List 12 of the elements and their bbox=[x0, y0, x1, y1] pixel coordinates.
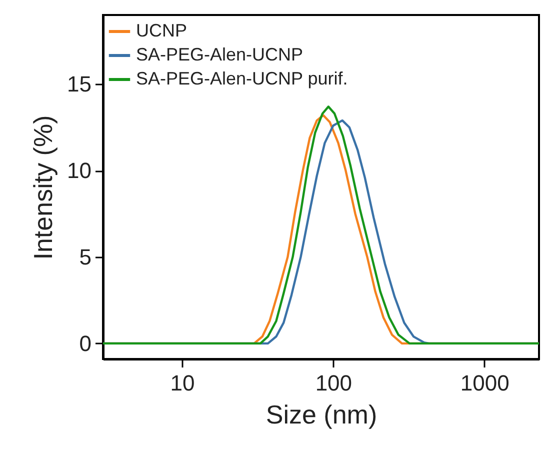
legend-label: UCNP bbox=[136, 20, 188, 40]
y-tick-label: 0 bbox=[79, 330, 92, 356]
x-tick-label: 100 bbox=[315, 370, 352, 396]
x-tick-label: 1000 bbox=[460, 370, 510, 396]
y-tick-label: 15 bbox=[67, 72, 92, 97]
y-tick-label: 10 bbox=[67, 158, 92, 184]
x-tick-label: 10 bbox=[170, 370, 195, 396]
y-axis-title: Intensity (%) bbox=[28, 115, 58, 260]
y-tick-label: 5 bbox=[79, 244, 92, 270]
x-axis-title: Size (nm) bbox=[266, 400, 378, 430]
legend-label: SA-PEG-Alen-UCNP bbox=[136, 44, 304, 64]
legend-label: SA-PEG-Alen-UCNP purif. bbox=[136, 68, 348, 88]
